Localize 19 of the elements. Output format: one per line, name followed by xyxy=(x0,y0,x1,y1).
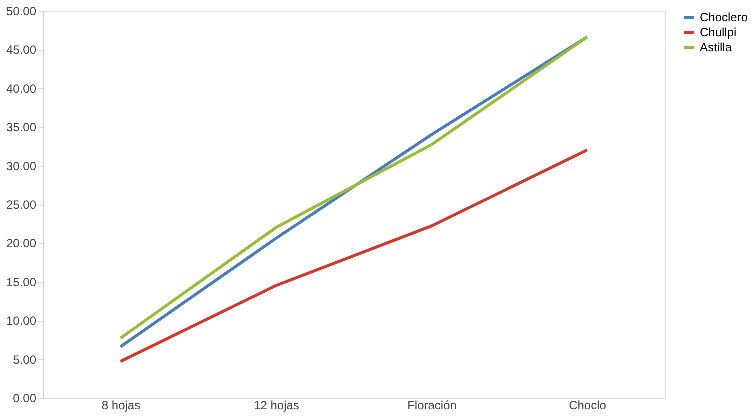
x-tick-label: 12 hojas xyxy=(254,398,300,412)
y-tick-label: 40.00 xyxy=(6,82,37,96)
line-series xyxy=(119,148,589,364)
y-tick-label: 10.00 xyxy=(6,314,37,328)
y-tick-label: 5.00 xyxy=(13,352,37,367)
y-tick-label: 20.00 xyxy=(6,236,37,251)
y-tick-label: 35.00 xyxy=(6,120,37,135)
y-tick-label: 25.00 xyxy=(6,198,37,212)
x-tick-label: Choclo xyxy=(569,398,607,412)
legend-label: Choclero xyxy=(700,10,748,24)
y-tick-label: 50.00 xyxy=(6,4,37,18)
y-tick-label: 45.00 xyxy=(6,43,37,58)
legend-label: Astilla xyxy=(700,40,732,54)
y-tick-label: 0.00 xyxy=(13,392,37,406)
x-tick-label: Floración xyxy=(408,398,457,412)
legend-label: Chullpi xyxy=(700,26,737,40)
y-tick-label: 15.00 xyxy=(6,275,37,290)
x-tick-label: 8 hojas xyxy=(102,398,141,412)
y-tick-label: 30.00 xyxy=(6,159,37,174)
